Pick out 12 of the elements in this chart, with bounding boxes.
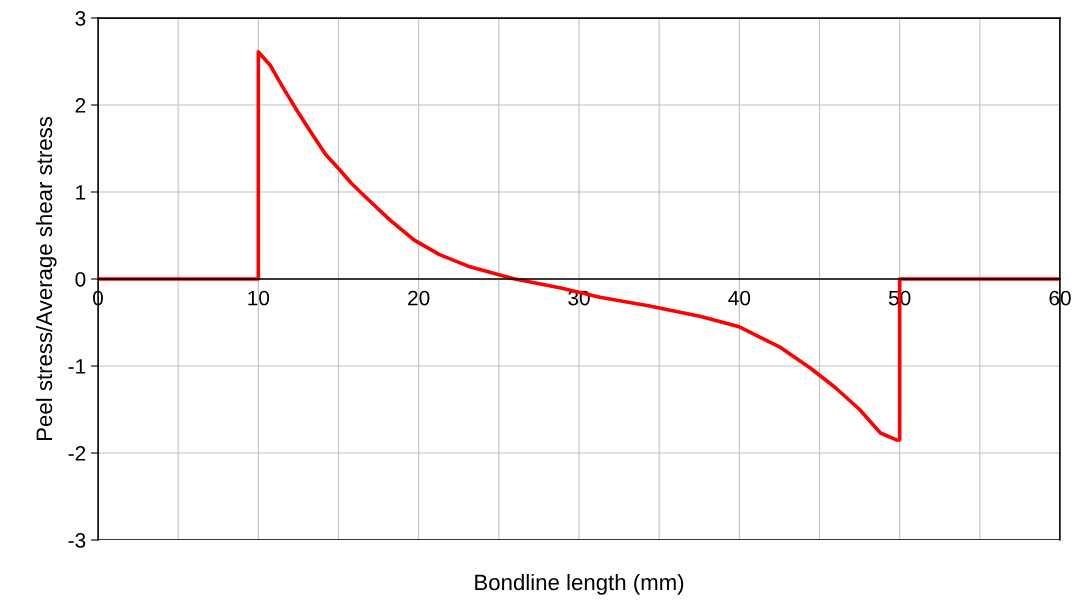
x-tick-label: 40 [728,290,751,306]
y-tick-label: -3 [68,533,86,548]
y-axis-title: Peel stress/Average shear stress [35,116,57,441]
y-tick-label: 2 [75,98,86,113]
x-tick-label: 20 [408,290,430,306]
y-tick-label: 0 [75,272,86,287]
y-tick-label: 3 [75,11,86,26]
y-tick-label: -1 [68,359,86,374]
y-tick-label: -2 [68,446,86,461]
x-axis-title: Bondline length (mm) [475,573,684,595]
y-tick-label: 1 [76,185,86,200]
x-tick-label: 10 [248,290,270,306]
